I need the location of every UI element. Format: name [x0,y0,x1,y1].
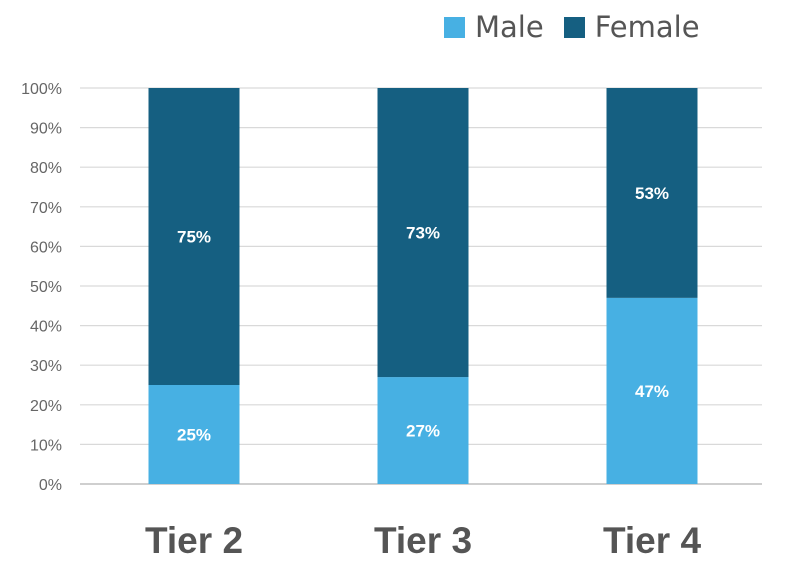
data-label-male: 27% [406,422,440,441]
legend: Male Female [444,10,720,44]
bar-segment-female-tier-3 [377,88,469,378]
y-tick-label: 80% [30,160,62,177]
data-labels: 25% 75% 27% 73% 47% 53% [177,184,669,445]
y-axis: 0% 10% 20% 30% 40% 50% 60% 70% 80% 90% 100% [21,81,62,494]
y-tick-label: 0% [39,477,62,494]
legend-swatch-male [444,16,465,38]
bars [148,88,698,484]
y-tick-label: 90% [30,121,62,138]
data-label-male: 47% [635,382,669,401]
data-label-female: 75% [177,228,211,247]
legend-item-male: Male [444,10,544,44]
bar-segment-male-tier-4 [606,297,698,484]
legend-label-female: Female [594,10,700,44]
bar-segment-female-tier-4 [606,88,698,298]
bar-segment-male-tier-2 [148,385,240,484]
y-tick-label: 10% [30,437,62,454]
legend-item-female: Female [563,10,700,44]
y-tick-label: 20% [30,398,62,415]
legend-swatch-female [563,16,585,38]
data-label-male: 25% [177,426,211,445]
legend-label-male: Male [475,10,544,44]
x-category-label: Tier 2 [145,520,243,561]
bar-segment-male-tier-3 [377,377,469,484]
y-tick-label: 30% [30,358,62,375]
bar-segment-female-tier-2 [148,88,240,385]
y-tick-label: 60% [30,239,62,256]
y-tick-label: 40% [30,319,62,336]
data-label-female: 53% [635,184,669,203]
y-tick-label: 100% [21,81,62,98]
x-category-label: Tier 3 [374,520,472,561]
y-tick-label: 50% [30,279,62,296]
data-label-female: 73% [406,224,440,243]
x-axis: Tier 2 Tier 3 Tier 4 [145,520,701,561]
x-category-label: Tier 4 [603,520,701,561]
y-tick-label: 70% [30,200,62,217]
